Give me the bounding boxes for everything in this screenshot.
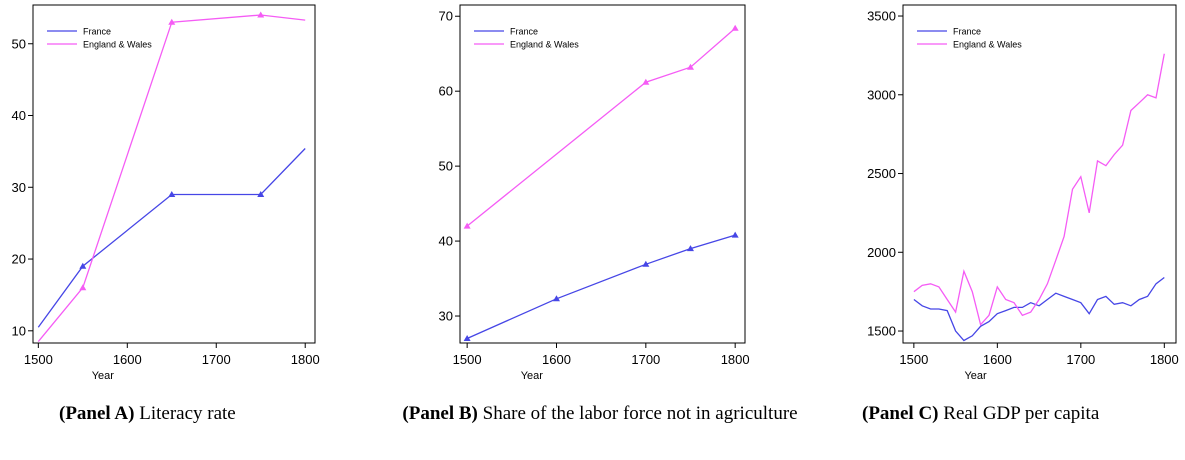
caption: (Panel A) Literacy rate [59, 403, 359, 425]
x-tick-label: 1800 [1150, 352, 1179, 367]
caption-text: Real GDP per capita [943, 403, 1100, 424]
marker [642, 78, 650, 85]
y-tick-label: 50 [439, 159, 453, 174]
panel: 30 40 50 60 70 1500 1600 1700 1800 Year France Engl… [439, 4, 750, 382]
series-line [466, 234, 736, 340]
plot-frame [32, 4, 316, 344]
legend-label: England & Wales [83, 40, 152, 50]
x-axis-label: Year [92, 370, 115, 382]
caption: (Panel B) Share of the labor force not i… [385, 403, 815, 425]
marker [79, 284, 87, 291]
x-axis-label: Year [964, 370, 987, 382]
chart: 10 20 30 40 50 1500 1600 1700 1800 Year France Engl… [12, 4, 1179, 382]
x-tick-label: 1600 [113, 352, 142, 367]
caption-text: Literacy rate [139, 403, 236, 424]
y-tick-label: 3500 [867, 9, 896, 24]
marker [687, 63, 695, 70]
y-tick-label: 2500 [867, 166, 896, 181]
plot-frame [902, 4, 1177, 344]
y-tick-label: 30 [12, 180, 26, 195]
x-tick-label: 1600 [983, 352, 1012, 367]
marker [463, 335, 471, 342]
legend-label: France [510, 27, 538, 37]
y-tick-label: 70 [439, 9, 453, 24]
x-tick-label: 1800 [721, 352, 750, 367]
x-tick-label: 1600 [542, 352, 571, 367]
x-tick-label: 1500 [453, 352, 482, 367]
y-tick-label: 20 [12, 252, 26, 267]
marker [168, 18, 176, 25]
marker [642, 260, 650, 267]
legend-label: England & Wales [953, 40, 1022, 50]
marker [463, 222, 471, 229]
x-tick-label: 1500 [24, 352, 53, 367]
legend-label: France [83, 27, 111, 37]
series-line [913, 276, 1165, 342]
marker [168, 190, 176, 197]
x-tick-label: 1700 [631, 352, 660, 367]
series-line [37, 14, 306, 343]
x-axis-label: Year [521, 370, 544, 382]
legend-label: France [953, 27, 981, 37]
caption: (Panel C) Real GDP per capita [862, 403, 1185, 425]
caption-label: (Panel C) [862, 403, 939, 424]
marker [687, 245, 695, 252]
y-tick-label: 60 [439, 84, 453, 99]
marker [552, 295, 560, 302]
marker [79, 262, 87, 269]
x-tick-label: 1500 [899, 352, 928, 367]
plot-frame [459, 4, 746, 344]
y-tick-label: 2000 [867, 245, 896, 260]
caption-text: Share of the labor force not in agricult… [482, 403, 798, 424]
panel: 1500 2000 2500 3000 3500 1500 1600 1700 1800 Year… [867, 4, 1179, 382]
marker [731, 231, 739, 238]
legend-label: England & Wales [510, 40, 579, 50]
x-tick-label: 1700 [202, 352, 231, 367]
y-tick-label: 10 [12, 323, 26, 338]
marker [257, 11, 265, 18]
x-tick-label: 1800 [291, 352, 320, 367]
caption-label: (Panel A) [59, 403, 135, 424]
y-tick-label: 1500 [867, 324, 896, 339]
caption-label: (Panel B) [402, 403, 478, 424]
y-tick-label: 50 [12, 36, 26, 51]
marker [731, 24, 739, 31]
marker [257, 190, 265, 197]
y-tick-label: 40 [12, 108, 26, 123]
x-tick-label: 1700 [1066, 352, 1095, 367]
y-tick-label: 30 [439, 309, 453, 324]
series-line [37, 148, 306, 328]
series-line [466, 27, 736, 227]
y-tick-label: 40 [439, 234, 453, 249]
panel: 10 20 30 40 50 1500 1600 1700 1800 Year France Engl… [12, 4, 320, 382]
y-tick-label: 3000 [867, 87, 896, 102]
series-line [913, 53, 1165, 327]
